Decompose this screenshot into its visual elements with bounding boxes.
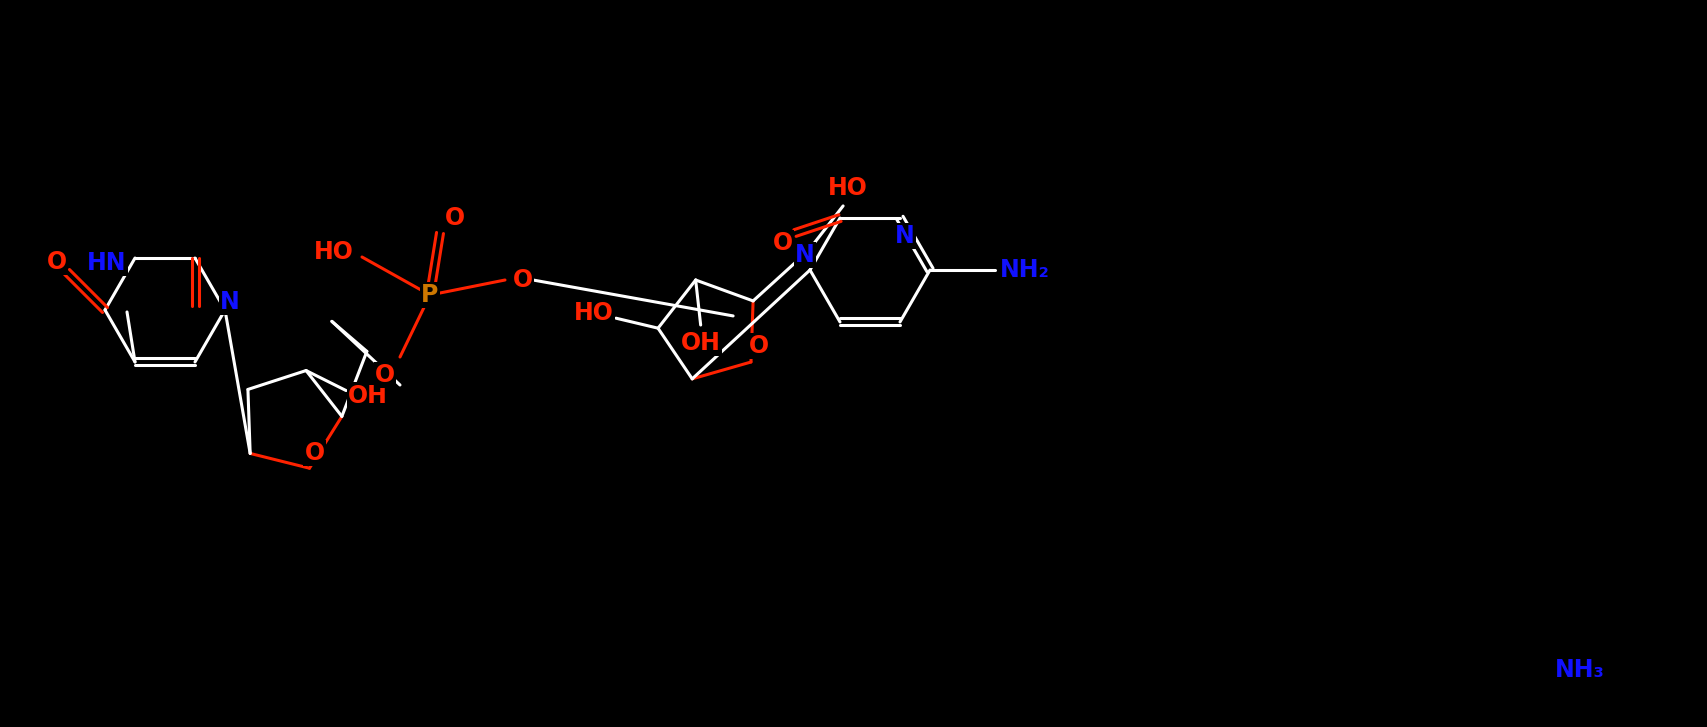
Text: HN: HN [87, 251, 126, 275]
Text: NH₃: NH₃ [1555, 658, 1605, 682]
Text: HO: HO [574, 301, 615, 325]
Text: N: N [220, 290, 241, 314]
Text: P: P [422, 283, 439, 307]
Text: N: N [894, 224, 915, 248]
Text: HO: HO [314, 240, 353, 264]
Text: O: O [376, 363, 394, 387]
Text: O: O [304, 441, 324, 465]
Text: O: O [749, 334, 770, 358]
Text: OH: OH [681, 331, 720, 355]
Text: O: O [512, 268, 533, 292]
Text: O: O [46, 250, 67, 274]
Text: OH: OH [348, 384, 387, 408]
Text: HO: HO [828, 176, 869, 200]
Text: NH₂: NH₂ [1000, 258, 1050, 282]
Text: O: O [773, 231, 794, 255]
Text: N: N [795, 243, 814, 267]
Text: O: O [446, 206, 464, 230]
